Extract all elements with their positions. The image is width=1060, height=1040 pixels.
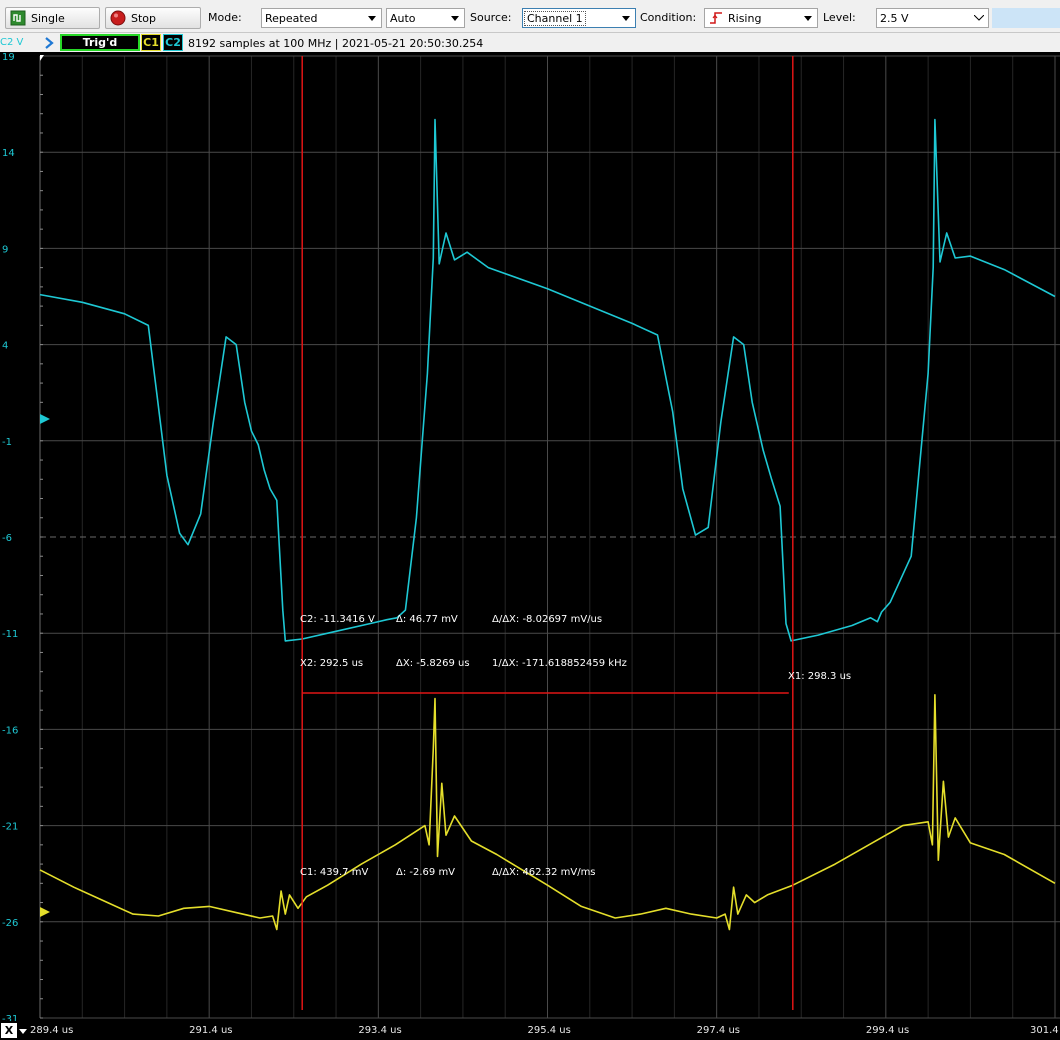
mode-select[interactable]: Repeated	[261, 8, 382, 28]
stop-icon	[110, 10, 126, 26]
y-tick-label: 19	[2, 52, 15, 63]
channel-1-toggle[interactable]: C1	[141, 34, 161, 51]
chevron-down-icon	[973, 9, 985, 27]
channel-2-label: C2	[165, 36, 181, 49]
condition-label: Condition:	[640, 11, 697, 24]
c1-rate-value: Δ/ΔX: 462.32 mV/ms	[492, 867, 596, 878]
x2-cursor-value: X2: 292.5 us	[300, 658, 363, 669]
y-tick-label: -26	[2, 918, 18, 929]
stop-button[interactable]: Stop	[105, 7, 201, 29]
toolbar: Single Stop Mode: Repeated Auto Source: …	[0, 0, 1060, 33]
y-tick-label: -6	[2, 533, 12, 544]
y-tick-label: 9	[2, 244, 8, 255]
status-bar: C2 V Trig'd C1 C2 8192 samples at 100 MH…	[0, 33, 1060, 52]
run-arrow-icon[interactable]	[44, 37, 54, 49]
x-tick-label: 301.4	[1030, 1025, 1059, 1036]
inverse-delta-x-value: 1/ΔX: -171.618852459 kHz	[492, 658, 627, 669]
level-label: Level:	[823, 11, 856, 24]
rising-edge-icon	[710, 12, 722, 24]
plot-grid	[39, 55, 1060, 1019]
trigger-status-text: Trig'd	[82, 36, 118, 49]
x1-cursor-value: X1: 298.3 us	[788, 671, 851, 682]
single-button-label: Single	[31, 11, 65, 25]
source-select[interactable]: Channel 1	[522, 8, 636, 28]
y-tick-label: 14	[2, 148, 15, 159]
channel-1-label: C1	[143, 36, 159, 49]
y-tick-label: -16	[2, 725, 18, 736]
chevron-down-icon	[620, 9, 632, 27]
channel-2-toggle[interactable]: C2	[163, 34, 183, 51]
stop-button-label: Stop	[131, 11, 157, 25]
c2-rate-value: Δ/ΔX: -8.02697 mV/us	[492, 614, 602, 625]
y-tick-label: 4	[2, 341, 8, 352]
c2-delta-value: Δ: 46.77 mV	[396, 614, 458, 625]
x-tick-label: 295.4 us	[527, 1025, 571, 1036]
y-axis-tick-labels: 19 14 9 4 -1 -6 -11 -16 -21 -26 -31	[2, 52, 18, 1021]
x-tick-label: 293.4 us	[358, 1025, 402, 1036]
chevron-down-icon	[366, 9, 378, 27]
x-tick-label: 299.4 us	[865, 1025, 910, 1036]
y-tick-label: -31	[2, 1014, 18, 1021]
measurement-cursors[interactable]	[301, 56, 794, 1010]
auto-select-value: Auto	[390, 11, 416, 25]
mode-select-value: Repeated	[265, 11, 318, 25]
trigger-position-marker[interactable]	[40, 55, 44, 61]
toolbar-overflow	[992, 8, 1060, 28]
level-input-value: 2.5 V	[880, 11, 909, 25]
single-capture-icon	[10, 10, 26, 26]
condition-select[interactable]: Rising	[704, 8, 818, 28]
x-axis-bar: X 289.4 us 291.4 us 293.4 us 295.4 us 297.4 …	[0, 1021, 1060, 1040]
source-select-value: Channel 1	[524, 10, 586, 26]
acquisition-info: 8192 samples at 100 MHz | 2021-05-21 20:…	[188, 37, 484, 50]
chevron-down-icon	[449, 9, 461, 27]
condition-select-value: Rising	[728, 11, 762, 25]
c1-delta-value: Δ: -2.69 mV	[396, 867, 455, 878]
x-axis-button[interactable]: X	[1, 1023, 17, 1038]
trace-c1	[39, 694, 1056, 931]
chevron-down-icon	[802, 9, 814, 27]
single-button[interactable]: Single	[5, 7, 100, 29]
delta-x-value: ΔX: -5.8269 us	[396, 658, 470, 669]
auto-select[interactable]: Auto	[386, 8, 465, 28]
x-tick-label: 289.4 us	[30, 1025, 74, 1036]
c1-cursor-value: C1: 439.7 mV	[300, 867, 368, 878]
level-input[interactable]: 2.5 V	[876, 8, 989, 28]
y-tick-label: -21	[2, 822, 18, 833]
y-axis-unit: C2 V	[0, 37, 24, 48]
x-tick-label: 297.4 us	[696, 1025, 741, 1036]
channel-1-offset-marker[interactable]	[40, 907, 50, 917]
waveform-traces	[39, 118, 1056, 931]
chevron-down-icon[interactable]	[18, 1023, 28, 1038]
y-tick-label: -11	[2, 629, 18, 640]
oscilloscope-plot[interactable]: 19 14 9 4 -1 -6 -11 -16 -21 -26 -31 C2: -11.3416 V…	[0, 52, 1060, 1021]
channel-2-offset-marker[interactable]	[40, 414, 50, 424]
c2-cursor-value: C2: -11.3416 V	[300, 614, 375, 625]
y-tick-label: -1	[2, 437, 12, 448]
source-label: Source:	[470, 11, 512, 24]
x-tick-label: 291.4 us	[189, 1025, 233, 1036]
trigger-status-badge: Trig'd	[60, 34, 140, 51]
trace-c2	[39, 118, 1056, 642]
mode-label: Mode:	[208, 11, 242, 24]
